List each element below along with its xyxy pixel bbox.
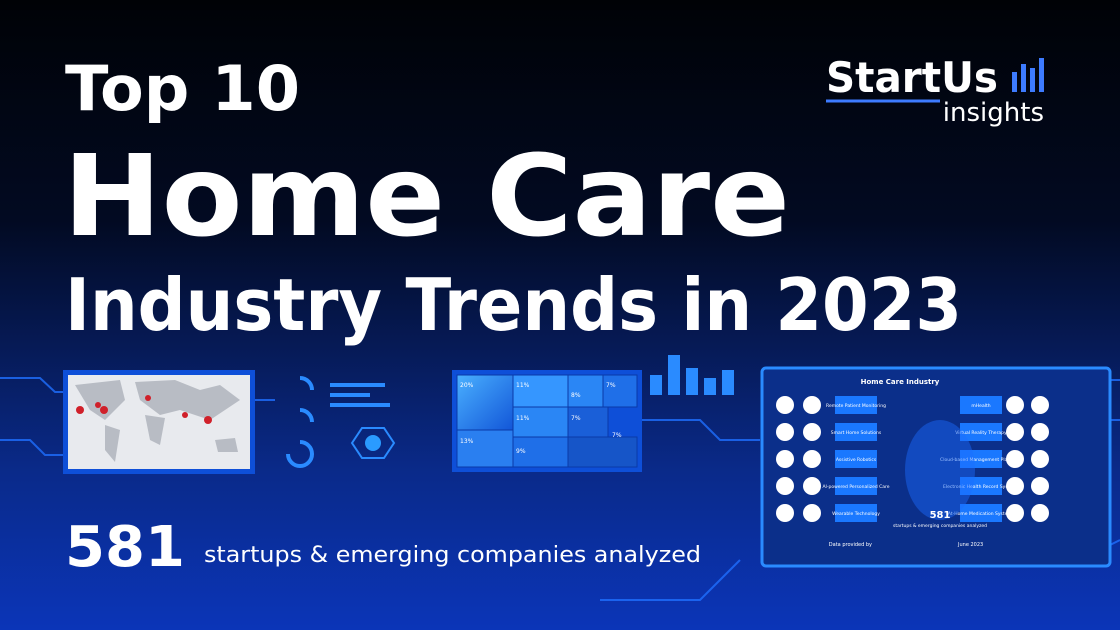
map-continents [75, 380, 240, 462]
decor-bars [650, 355, 734, 395]
company-logo [776, 450, 794, 468]
company-logo [1031, 450, 1049, 468]
logo-sub: insights [943, 98, 1044, 128]
panel-data-provided: Data provided by [829, 542, 872, 548]
title-line2: Home Care [63, 132, 790, 262]
company-logo [1006, 396, 1024, 414]
treemap [456, 374, 638, 468]
panel-figure [905, 420, 975, 520]
company-logo [776, 396, 794, 414]
logo-brand: StartUs [826, 53, 998, 102]
panel-number: 581 [930, 510, 951, 521]
logo-icon [1012, 58, 1044, 92]
stat-label: startups & emerging companies analyzed [204, 543, 701, 568]
trend-box [835, 477, 877, 495]
trend-box [835, 396, 877, 414]
trend-label: Remote Patient Monitoring [826, 403, 886, 409]
company-logo [803, 504, 821, 522]
map-dots [76, 395, 212, 424]
panel-title: Home Care Industry [861, 378, 940, 386]
treemap-label: 8% [571, 392, 581, 399]
company-logo [803, 396, 821, 414]
treemap-labels: 20% 11% 8% 7% 11% 13% 9% 7% 7% [460, 382, 622, 455]
company-logo [1031, 423, 1049, 441]
company-logo [1031, 477, 1049, 495]
trend-label: Cloud-based Management Platforms [940, 457, 1023, 463]
trend-label: Electronic Health Record Systems [943, 484, 1020, 490]
company-logo [776, 423, 794, 441]
company-logo [803, 450, 821, 468]
trend-box [835, 504, 877, 522]
trend-label: mHealth [971, 403, 990, 409]
treemap-label: 9% [516, 448, 526, 455]
stat-number: 581 [65, 515, 185, 580]
trend-label: Wearable Technology [832, 511, 880, 517]
trend-box [960, 504, 1002, 522]
company-logo [1031, 504, 1049, 522]
company-logo [1006, 477, 1024, 495]
title-line1: Top 10 [65, 52, 300, 125]
company-logo [803, 477, 821, 495]
treemap-label: 11% [516, 415, 530, 422]
treemap-label: 20% [460, 382, 474, 389]
trend-box [835, 423, 877, 441]
trend-box [835, 450, 877, 468]
trend-label: Virtual Reality Therapy [955, 430, 1007, 436]
company-logo [1031, 396, 1049, 414]
trend-label: At-Home Medication Systems [948, 511, 1015, 517]
company-logo [776, 477, 794, 495]
treemap-label: 11% [516, 382, 530, 389]
company-logo [1006, 450, 1024, 468]
company-logo [1006, 423, 1024, 441]
title-line3: Industry Trends in 2023 [65, 263, 962, 347]
trend-label: AI-powered Personalized Care [822, 484, 889, 490]
panel-caption: startups & emerging companies analyzed [893, 523, 987, 529]
trend-box [960, 423, 1002, 441]
trend-box [960, 477, 1002, 495]
target-icon [350, 427, 396, 459]
trend-box [960, 450, 1002, 468]
treemap-label: 7% [606, 382, 616, 389]
treemap-label: 7% [571, 415, 581, 422]
treemap-label: 13% [460, 438, 474, 445]
gauges [286, 376, 390, 468]
trend-box [960, 396, 1002, 414]
company-logo [1006, 504, 1024, 522]
treemap-label: 7% [612, 432, 622, 439]
trend-label: Assistive Robotics [836, 457, 877, 463]
company-logo [803, 423, 821, 441]
company-logo [776, 504, 794, 522]
trend-label: Smart Home Solutions [831, 430, 882, 436]
preview-panel: Home Care Industry Remote Patient Monito… [760, 366, 1112, 568]
panel-date: June 2023 [957, 542, 983, 548]
